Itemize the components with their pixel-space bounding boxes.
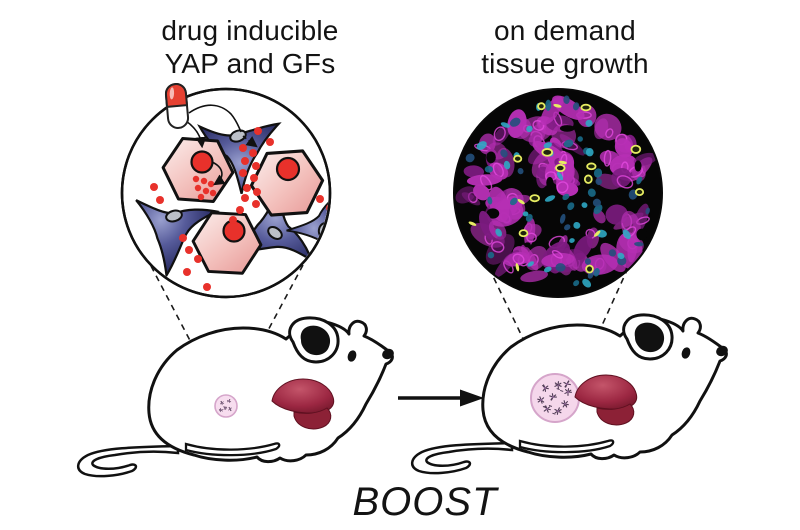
mouse-left — [76, 316, 398, 478]
micrograph-circle — [453, 88, 663, 298]
transition-arrow-icon — [398, 389, 484, 407]
implant-left — [214, 394, 238, 418]
implant-right — [530, 373, 580, 423]
implant-left-cells — [218, 399, 232, 413]
mouse-right — [410, 313, 732, 475]
right-panel-label: on demand tissue growth — [481, 15, 649, 80]
growth-factor-dots — [150, 127, 329, 291]
left-panel-label: drug inducible YAP and GFs — [161, 15, 339, 80]
induction-arrows — [185, 104, 258, 186]
hepatocyte-nuclei — [190, 150, 301, 243]
zoom-callout-lines-left — [150, 264, 304, 395]
fluorescence-micrograph — [455, 95, 658, 288]
pill-capsule-icon — [164, 83, 190, 129]
implant-right-cells — [537, 380, 572, 415]
caption-boost: BOOST — [352, 480, 498, 524]
magnified-cells-circle — [120, 83, 332, 299]
